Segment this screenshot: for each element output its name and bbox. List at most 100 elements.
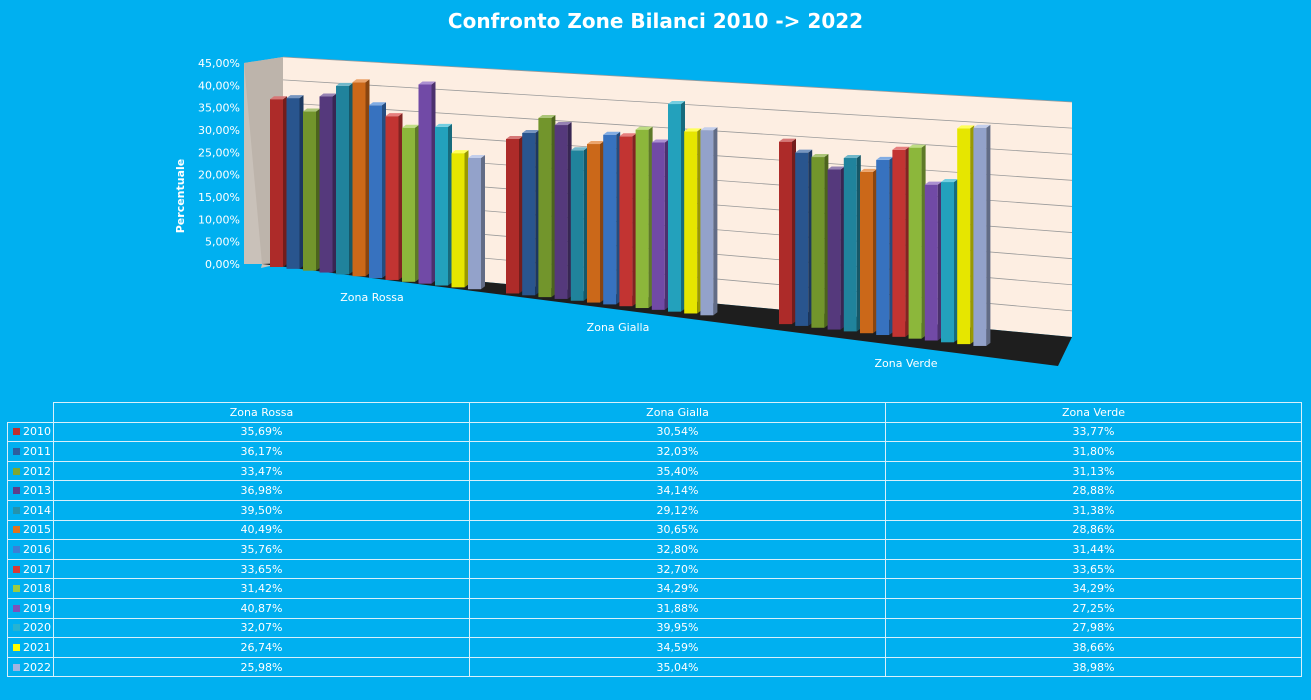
- bar-zona-gialla-2013: [554, 122, 572, 299]
- table-cell: 40,49%: [53, 519, 470, 541]
- bar-top: [843, 155, 861, 159]
- bar-side: [519, 135, 523, 294]
- bar-zona-rossa-2010: [270, 96, 287, 267]
- legend-key-icon: [13, 643, 20, 651]
- y-tick-label: 15,00%: [198, 191, 240, 204]
- table-row-header: 2019: [7, 597, 54, 619]
- bar-front: [619, 136, 633, 307]
- table-cell: 30,54%: [469, 421, 886, 443]
- bar-top: [270, 96, 287, 100]
- table-cell: 29,12%: [469, 499, 886, 521]
- bar-zona-rossa-2021: [451, 150, 469, 288]
- table-row-header: 2020: [7, 617, 54, 639]
- legend-label: 2011: [23, 444, 51, 458]
- bar-zona-gialla-2012: [538, 114, 556, 298]
- bar-side: [616, 131, 621, 305]
- chart-bars: [270, 79, 991, 346]
- bar-side: [583, 147, 588, 301]
- table-row: 2018 31,42% 34,29% 34,29%: [7, 578, 1302, 599]
- bar-top: [451, 150, 469, 154]
- bar-top: [908, 144, 926, 148]
- bar-front: [668, 104, 681, 312]
- bar-front: [924, 184, 938, 341]
- bar-top: [876, 156, 894, 160]
- bar-zona-gialla-2015: [587, 141, 604, 303]
- y-tick-label: 40,00%: [198, 79, 240, 92]
- bar-front: [336, 85, 349, 275]
- bar-side: [921, 144, 926, 339]
- bar-side: [792, 138, 796, 325]
- chart-plot: 0,00% 5,00% 10,00% 15,00% 20,00% 25,00% 30,00%…: [174, 56, 1073, 370]
- bar-zona-rossa-2016: [369, 102, 386, 279]
- legend-label: 2017: [23, 562, 51, 576]
- bar-front: [700, 130, 714, 316]
- bar-front: [506, 138, 519, 294]
- bar-front: [385, 116, 399, 280]
- bar-top: [827, 166, 845, 170]
- legend-key-icon: [13, 467, 20, 475]
- bar-front: [303, 111, 316, 271]
- bar-side: [632, 133, 637, 307]
- bar-zona-rossa-2015: [352, 79, 370, 277]
- bar-top: [554, 122, 572, 126]
- bar-zona-rossa-2017: [385, 113, 403, 280]
- table-cell: 38,66%: [885, 637, 1302, 658]
- table-cell: 25,98%: [53, 656, 470, 678]
- table-row-header: 2021: [7, 637, 54, 658]
- legend-label: 2012: [23, 464, 51, 478]
- legend-label: 2016: [23, 542, 51, 556]
- table-cell: 33,77%: [885, 421, 1302, 443]
- table-cell: 28,86%: [885, 519, 1302, 541]
- bar-top: [336, 82, 353, 86]
- bar-top: [352, 79, 370, 83]
- y-axis-ticks: 0,00% 5,00% 10,00% 15,00% 20,00% 25,00% 30,00%…: [198, 57, 240, 271]
- table-row-header: 2016: [7, 539, 54, 560]
- bar-zona-gialla-2018: [635, 126, 653, 309]
- table-cell: 33,65%: [53, 558, 470, 580]
- bar-zona-gialla-2016: [603, 131, 621, 305]
- bar-front: [468, 157, 481, 290]
- table-column-header: Zona Verde: [885, 402, 1302, 423]
- table-cell: 36,98%: [53, 480, 470, 501]
- bar-zona-verde-2013: [827, 166, 845, 330]
- bar-top: [924, 181, 942, 185]
- table-cell: 35,40%: [469, 460, 886, 482]
- legend-key-icon: [13, 506, 20, 514]
- bar-zona-gialla-2014: [570, 147, 588, 301]
- data-table: Zona Rossa Zona Gialla Zona Verde 2010 35,6…: [7, 402, 1302, 678]
- table-row-header: 2013: [7, 480, 54, 501]
- bar-zona-gialla-2020: [668, 101, 685, 312]
- y-tick-label: 0,00%: [205, 258, 240, 271]
- bar-side: [824, 154, 829, 328]
- floor: [262, 263, 1072, 366]
- bar-top: [651, 139, 669, 143]
- bar-side: [648, 126, 653, 309]
- table-cell: 32,80%: [469, 539, 886, 560]
- bar-side: [398, 113, 403, 280]
- table-cell: 31,44%: [885, 539, 1302, 560]
- bar-front: [843, 158, 857, 332]
- table-row-header: 2012: [7, 460, 54, 482]
- table-cell: 35,04%: [469, 656, 886, 678]
- bar-side: [697, 128, 702, 314]
- bar-front: [876, 159, 890, 336]
- table-cell: 34,59%: [469, 637, 886, 658]
- legend-label: 2020: [23, 621, 51, 635]
- table-row: 2019 40,87% 31,88% 27,25%: [7, 597, 1302, 619]
- table-cell: 31,42%: [53, 578, 470, 599]
- table-cell: 32,70%: [469, 558, 886, 580]
- bar-top: [957, 125, 975, 129]
- table-row-header: 2018: [7, 578, 54, 599]
- bar-top: [619, 133, 637, 137]
- table-cell: 34,14%: [469, 480, 886, 501]
- gridline: [282, 56, 1073, 103]
- y-tick-label: 5,00%: [205, 236, 240, 249]
- bar-front: [418, 84, 432, 284]
- bar-side: [349, 82, 353, 275]
- bar-front: [451, 153, 465, 288]
- bar-zona-gialla-2022: [700, 127, 718, 316]
- bar-side: [664, 139, 669, 310]
- bar-side: [332, 93, 337, 273]
- table-cell: 31,38%: [885, 499, 1302, 521]
- bar-zona-gialla-2017: [619, 133, 637, 307]
